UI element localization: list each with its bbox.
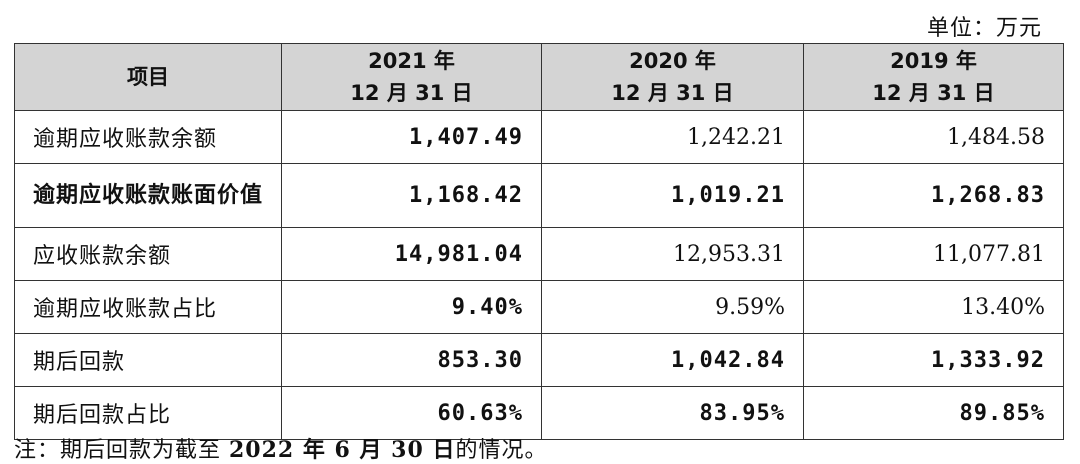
cell-2021: 1,168.42 [281, 163, 542, 228]
header-year: 2019 年 [890, 49, 977, 73]
row-label: 期后回款 [14, 333, 282, 387]
cell-2019: 89.85% [803, 386, 1064, 440]
header-date: 12 月 31 日 [611, 81, 734, 105]
table-row: 逾期应收账款账面价值 1,168.42 1,019.21 1,268.83 [14, 163, 1064, 228]
cell-2020: 1,019.21 [541, 163, 804, 228]
row-label: 逾期应收账款账面价值 [14, 163, 282, 228]
header-year: 2021 年 [368, 49, 455, 73]
table-row: 逾期应收账款余额 1,407.49 1,242.21 1,484.58 [14, 110, 1064, 164]
unit-label: 单位：万元 [926, 16, 1042, 41]
cell-2019: 1,333.92 [803, 333, 1064, 387]
cell-2019: 1,268.83 [803, 163, 1064, 228]
footnote-prefix: 注：期后回款为截至 [14, 438, 229, 463]
row-label: 期后回款占比 [14, 386, 282, 440]
cell-2021: 1,407.49 [281, 110, 542, 164]
table-row: 期后回款 853.30 1,042.84 1,333.92 [14, 333, 1064, 387]
footnote-suffix: 的情况。 [455, 438, 548, 463]
cell-2020: 12,953.31 [541, 227, 804, 281]
cell-2021: 853.30 [281, 333, 542, 387]
cell-2021: 9.40% [281, 280, 542, 334]
header-col-2021: 2021 年 12 月 31 日 [281, 43, 542, 111]
table-row: 期后回款占比 60.63% 83.95% 89.85% [14, 386, 1064, 440]
cell-2019: 11,077.81 [803, 227, 1064, 281]
cell-2020: 1,042.84 [541, 333, 804, 387]
header-date: 12 月 31 日 [872, 81, 995, 105]
header-year: 2020 年 [629, 49, 716, 73]
header-item: 项目 [14, 43, 282, 111]
cell-2020: 1,242.21 [541, 110, 804, 164]
table-row: 应收账款余额 14,981.04 12,953.31 11,077.81 [14, 227, 1064, 281]
header-col-2020: 2020 年 12 月 31 日 [541, 43, 804, 111]
cell-2020: 83.95% [541, 386, 804, 440]
row-label: 逾期应收账款占比 [14, 280, 282, 334]
header-col-2019: 2019 年 12 月 31 日 [803, 43, 1064, 111]
cell-2019: 13.40% [803, 280, 1064, 334]
footnote-date: 2022 年 6 月 30 日 [229, 437, 456, 463]
row-label: 逾期应收账款余额 [14, 110, 282, 164]
cell-2020: 9.59% [541, 280, 804, 334]
footnote: 注：期后回款为截至 2022 年 6 月 30 日的情况。 [14, 432, 547, 464]
cell-2021: 14,981.04 [281, 227, 542, 281]
row-label: 应收账款余额 [14, 227, 282, 281]
table-header-row: 项目 2021 年 12 月 31 日 2020 年 12 月 31 日 201… [14, 43, 1064, 111]
header-date: 12 月 31 日 [350, 81, 473, 105]
financial-table: 项目 2021 年 12 月 31 日 2020 年 12 月 31 日 201… [14, 43, 1064, 440]
cell-2019: 1,484.58 [803, 110, 1064, 164]
cell-2021: 60.63% [281, 386, 542, 440]
table-row: 逾期应收账款占比 9.40% 9.59% 13.40% [14, 280, 1064, 334]
